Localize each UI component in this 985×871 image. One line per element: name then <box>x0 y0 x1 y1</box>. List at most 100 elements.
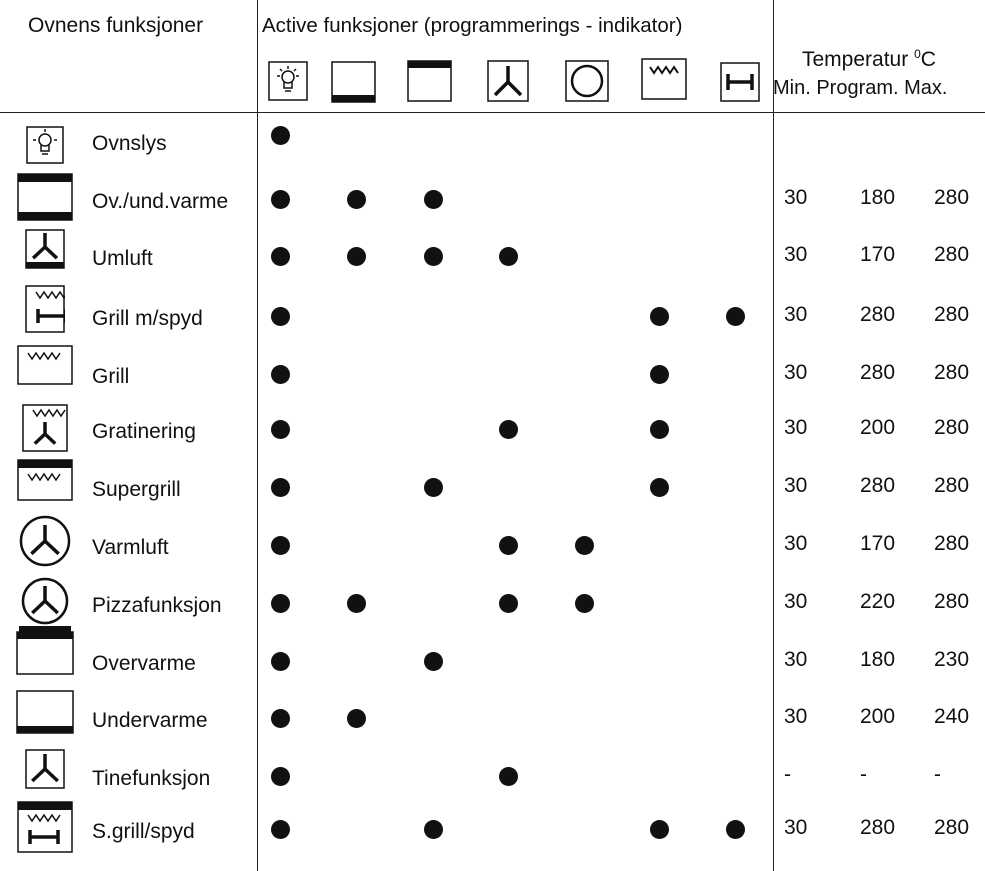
function-name: Ov./und.varme <box>92 190 229 213</box>
grill-icon <box>641 58 687 100</box>
active-indicator-dot <box>271 190 290 209</box>
function-name: Grill <box>92 365 130 388</box>
top-heat-icon <box>407 60 452 102</box>
temp-program: 220 <box>860 590 896 613</box>
divider <box>257 0 258 871</box>
hot-air-icon <box>19 515 71 567</box>
active-indicator-dot <box>271 652 290 671</box>
active-indicator-dot <box>424 820 443 839</box>
temp-max: - <box>934 763 941 786</box>
temp-max: 280 <box>934 532 970 555</box>
temp-max: 280 <box>934 243 970 266</box>
function-name: Overvarme <box>92 652 196 675</box>
divider <box>773 0 774 871</box>
active-indicator-dot <box>424 190 443 209</box>
active-indicator-dot <box>271 709 290 728</box>
function-name: Ovnslys <box>92 132 167 155</box>
temperature-columns-header: Min. Program. Max. <box>773 77 948 99</box>
active-indicator-dot <box>271 820 290 839</box>
active-indicator-dot <box>271 536 290 555</box>
active-indicator-dot <box>271 420 290 439</box>
temp-min: 30 <box>784 532 808 555</box>
temp-max: 280 <box>934 816 970 839</box>
temp-max: 280 <box>934 474 970 497</box>
active-indicator-dot <box>347 594 366 613</box>
temp-min: - <box>784 763 791 786</box>
active-indicator-dot <box>650 307 669 326</box>
active-indicator-dot <box>424 652 443 671</box>
temp-min: 30 <box>784 590 808 613</box>
active-indicator-dot <box>499 536 518 555</box>
active-indicator-dot <box>271 247 290 266</box>
temp-min: 30 <box>784 648 808 671</box>
fan-icon <box>487 60 529 102</box>
active-indicator-dot <box>271 307 290 326</box>
active-indicator-dot <box>271 594 290 613</box>
temp-min: 30 <box>784 303 808 326</box>
supergrill-spit-icon <box>17 801 73 853</box>
active-functions-header: Active funksjoner (programmerings - indi… <box>262 14 683 37</box>
active-indicator-dot <box>499 767 518 786</box>
functions-header: Ovnens funksjoner <box>28 14 204 37</box>
function-name: Supergrill <box>92 478 181 501</box>
temp-program: 170 <box>860 243 896 266</box>
temp-program: - <box>860 763 867 786</box>
divider <box>0 112 985 113</box>
temperature-unit: C <box>920 48 936 71</box>
temp-max: 230 <box>934 648 970 671</box>
bottom-heat-icon <box>16 690 74 734</box>
function-name: Umluft <box>92 247 153 270</box>
top-bottom-heat-icon <box>17 173 73 221</box>
temperature-label: Temperatur <box>802 48 909 71</box>
active-indicator-dot <box>424 478 443 497</box>
function-name: Gratinering <box>92 420 196 443</box>
temp-min: 30 <box>784 361 808 384</box>
active-indicator-dot <box>499 594 518 613</box>
active-indicator-dot <box>650 478 669 497</box>
active-indicator-dot <box>650 365 669 384</box>
temp-min: 30 <box>784 416 808 439</box>
defrost-icon <box>25 749 65 789</box>
grill-fan-icon <box>22 404 68 452</box>
active-indicator-dot <box>424 247 443 266</box>
function-name: Pizzafunksjon <box>92 594 222 617</box>
grill-icon <box>17 345 73 385</box>
function-name: S.grill/spyd <box>92 820 195 843</box>
active-indicator-dot <box>347 190 366 209</box>
ring-heater-icon <box>565 60 609 102</box>
active-indicator-dot <box>499 420 518 439</box>
active-indicator-dot <box>271 365 290 384</box>
temp-max: 280 <box>934 303 970 326</box>
pizza-icon <box>18 576 72 632</box>
active-indicator-dot <box>271 478 290 497</box>
function-name: Tinefunksjon <box>92 767 211 790</box>
active-indicator-dot <box>575 536 594 555</box>
temp-min: 30 <box>784 186 808 209</box>
temp-program: 280 <box>860 303 896 326</box>
temp-program: 200 <box>860 705 896 728</box>
temp-min: 30 <box>784 705 808 728</box>
active-indicator-dot <box>271 767 290 786</box>
active-indicator-dot <box>726 820 745 839</box>
temp-program: 280 <box>860 816 896 839</box>
temp-max: 280 <box>934 416 970 439</box>
fan-bottom-icon <box>25 229 65 269</box>
function-name: Grill m/spyd <box>92 307 203 330</box>
light-icon <box>268 61 308 101</box>
grill-spit-icon <box>25 285 65 333</box>
active-indicator-dot <box>575 594 594 613</box>
active-indicator-dot <box>726 307 745 326</box>
temp-program: 180 <box>860 648 896 671</box>
active-indicator-dot <box>499 247 518 266</box>
active-indicator-dot <box>347 247 366 266</box>
function-name: Undervarme <box>92 709 208 732</box>
temp-min: 30 <box>784 474 808 497</box>
temp-max: 280 <box>934 186 970 209</box>
temp-max: 240 <box>934 705 970 728</box>
temp-program: 280 <box>860 474 896 497</box>
function-name: Varmluft <box>92 536 169 559</box>
temp-program: 200 <box>860 416 896 439</box>
temp-program: 280 <box>860 361 896 384</box>
temp-max: 280 <box>934 590 970 613</box>
